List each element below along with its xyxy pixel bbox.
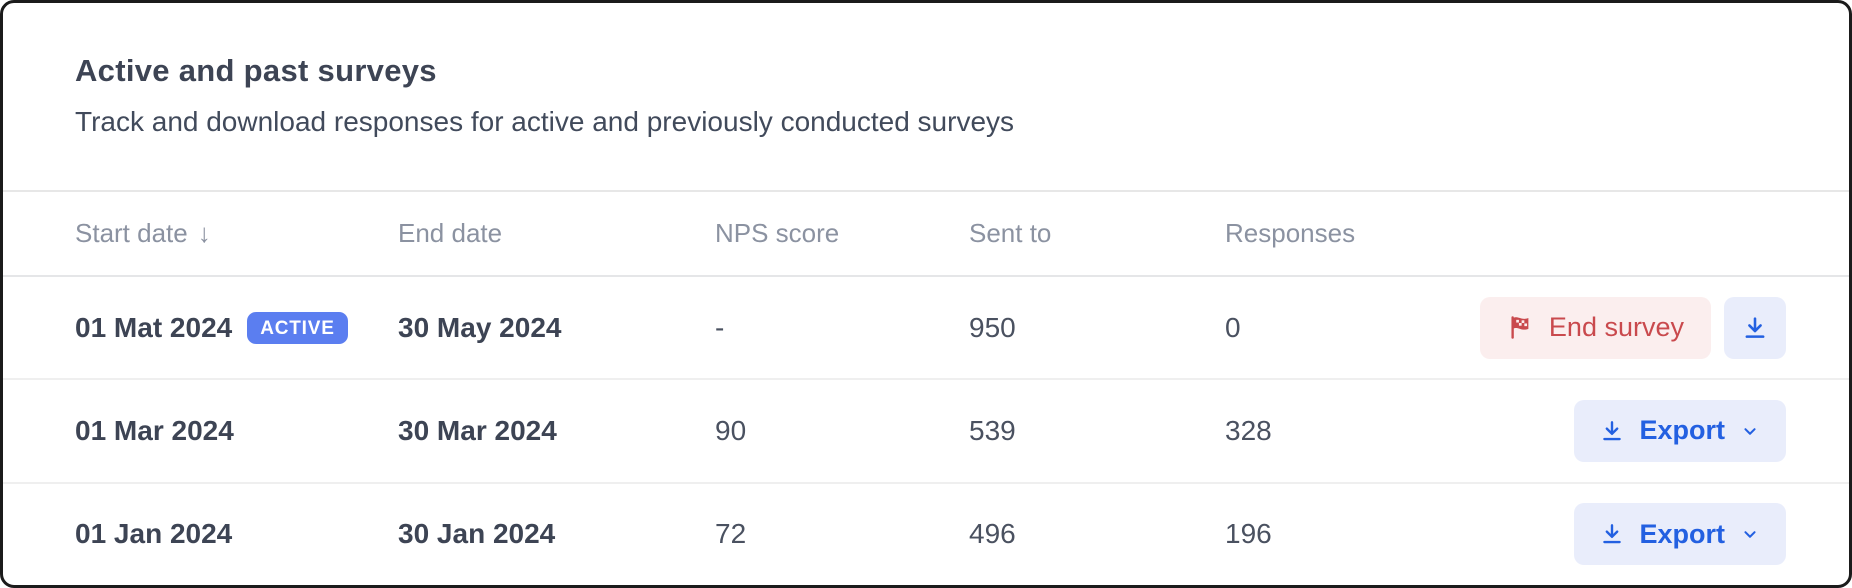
- card-header: Active and past surveys Track and downlo…: [3, 3, 1849, 192]
- page-subtitle: Track and download responses for active …: [75, 106, 1015, 137]
- cell-end-date: 30 Jan 2024: [398, 518, 556, 550]
- column-header-sent-to: Sent to: [969, 218, 1225, 249]
- end-survey-button[interactable]: End survey: [1479, 296, 1711, 359]
- cell-sent-to: 496: [969, 518, 1016, 550]
- export-label: Export: [1639, 518, 1725, 549]
- download-icon: [1741, 314, 1769, 342]
- export-label: Export: [1639, 415, 1725, 446]
- cell-start-date: 01 Mat 2024 ACTIVE: [75, 311, 398, 344]
- column-label: Sent to: [969, 218, 1052, 248]
- column-label: Start date: [75, 218, 188, 248]
- cell-sent-to: 950: [969, 311, 1016, 343]
- cell-nps-score: 90: [715, 414, 747, 446]
- table-header-row: Start date ↓ End date NPS score Sent to …: [3, 192, 1849, 277]
- download-icon: [1599, 521, 1625, 547]
- column-label: NPS score: [715, 218, 840, 248]
- cell-start-date: 01 Jan 2024: [75, 518, 233, 550]
- cell-responses: 196: [1225, 518, 1272, 550]
- checkered-flag-icon: [1507, 314, 1534, 341]
- column-header-end-date: End date: [398, 218, 715, 249]
- export-button[interactable]: Export: [1574, 399, 1786, 462]
- column-header-responses: Responses: [1225, 218, 1405, 249]
- cell-responses: 328: [1225, 414, 1272, 446]
- table-row: 01 Mat 2024 ACTIVE 30 May 2024 - 950 0: [3, 277, 1849, 378]
- cell-actions: Export: [1405, 503, 1786, 566]
- column-label: End date: [398, 218, 503, 248]
- download-button[interactable]: [1724, 296, 1786, 359]
- cell-responses: 0: [1225, 311, 1241, 343]
- cell-end-date: 30 Mar 2024: [398, 414, 557, 446]
- column-label: Responses: [1225, 218, 1356, 248]
- cell-actions: Export: [1405, 399, 1786, 462]
- chevron-down-icon: [1739, 523, 1761, 545]
- chevron-down-icon: [1739, 420, 1761, 442]
- cell-actions: End survey: [1405, 296, 1786, 359]
- download-icon: [1599, 418, 1625, 444]
- table-row: 01 Mar 2024 30 Mar 2024 90 539 328 Expor…: [3, 378, 1849, 481]
- cell-nps-score: -: [715, 311, 725, 343]
- page-title: Active and past surveys: [75, 53, 437, 88]
- cell-start-date: 01 Mar 2024: [75, 414, 234, 446]
- end-survey-label: End survey: [1548, 312, 1684, 343]
- sort-desc-icon: ↓: [197, 218, 211, 248]
- cell-end-date: 30 May 2024: [398, 311, 562, 343]
- status-badge: ACTIVE: [247, 311, 348, 344]
- cell-nps-score: 72: [715, 518, 747, 550]
- table-row: 01 Jan 2024 30 Jan 2024 72 496 196 Expor…: [3, 481, 1849, 585]
- table-body: 01 Mat 2024 ACTIVE 30 May 2024 - 950 0: [3, 277, 1849, 585]
- export-button[interactable]: Export: [1574, 503, 1786, 566]
- column-header-start-date[interactable]: Start date ↓: [75, 218, 398, 249]
- column-header-nps-score: NPS score: [715, 218, 969, 249]
- cell-sent-to: 539: [969, 414, 1016, 446]
